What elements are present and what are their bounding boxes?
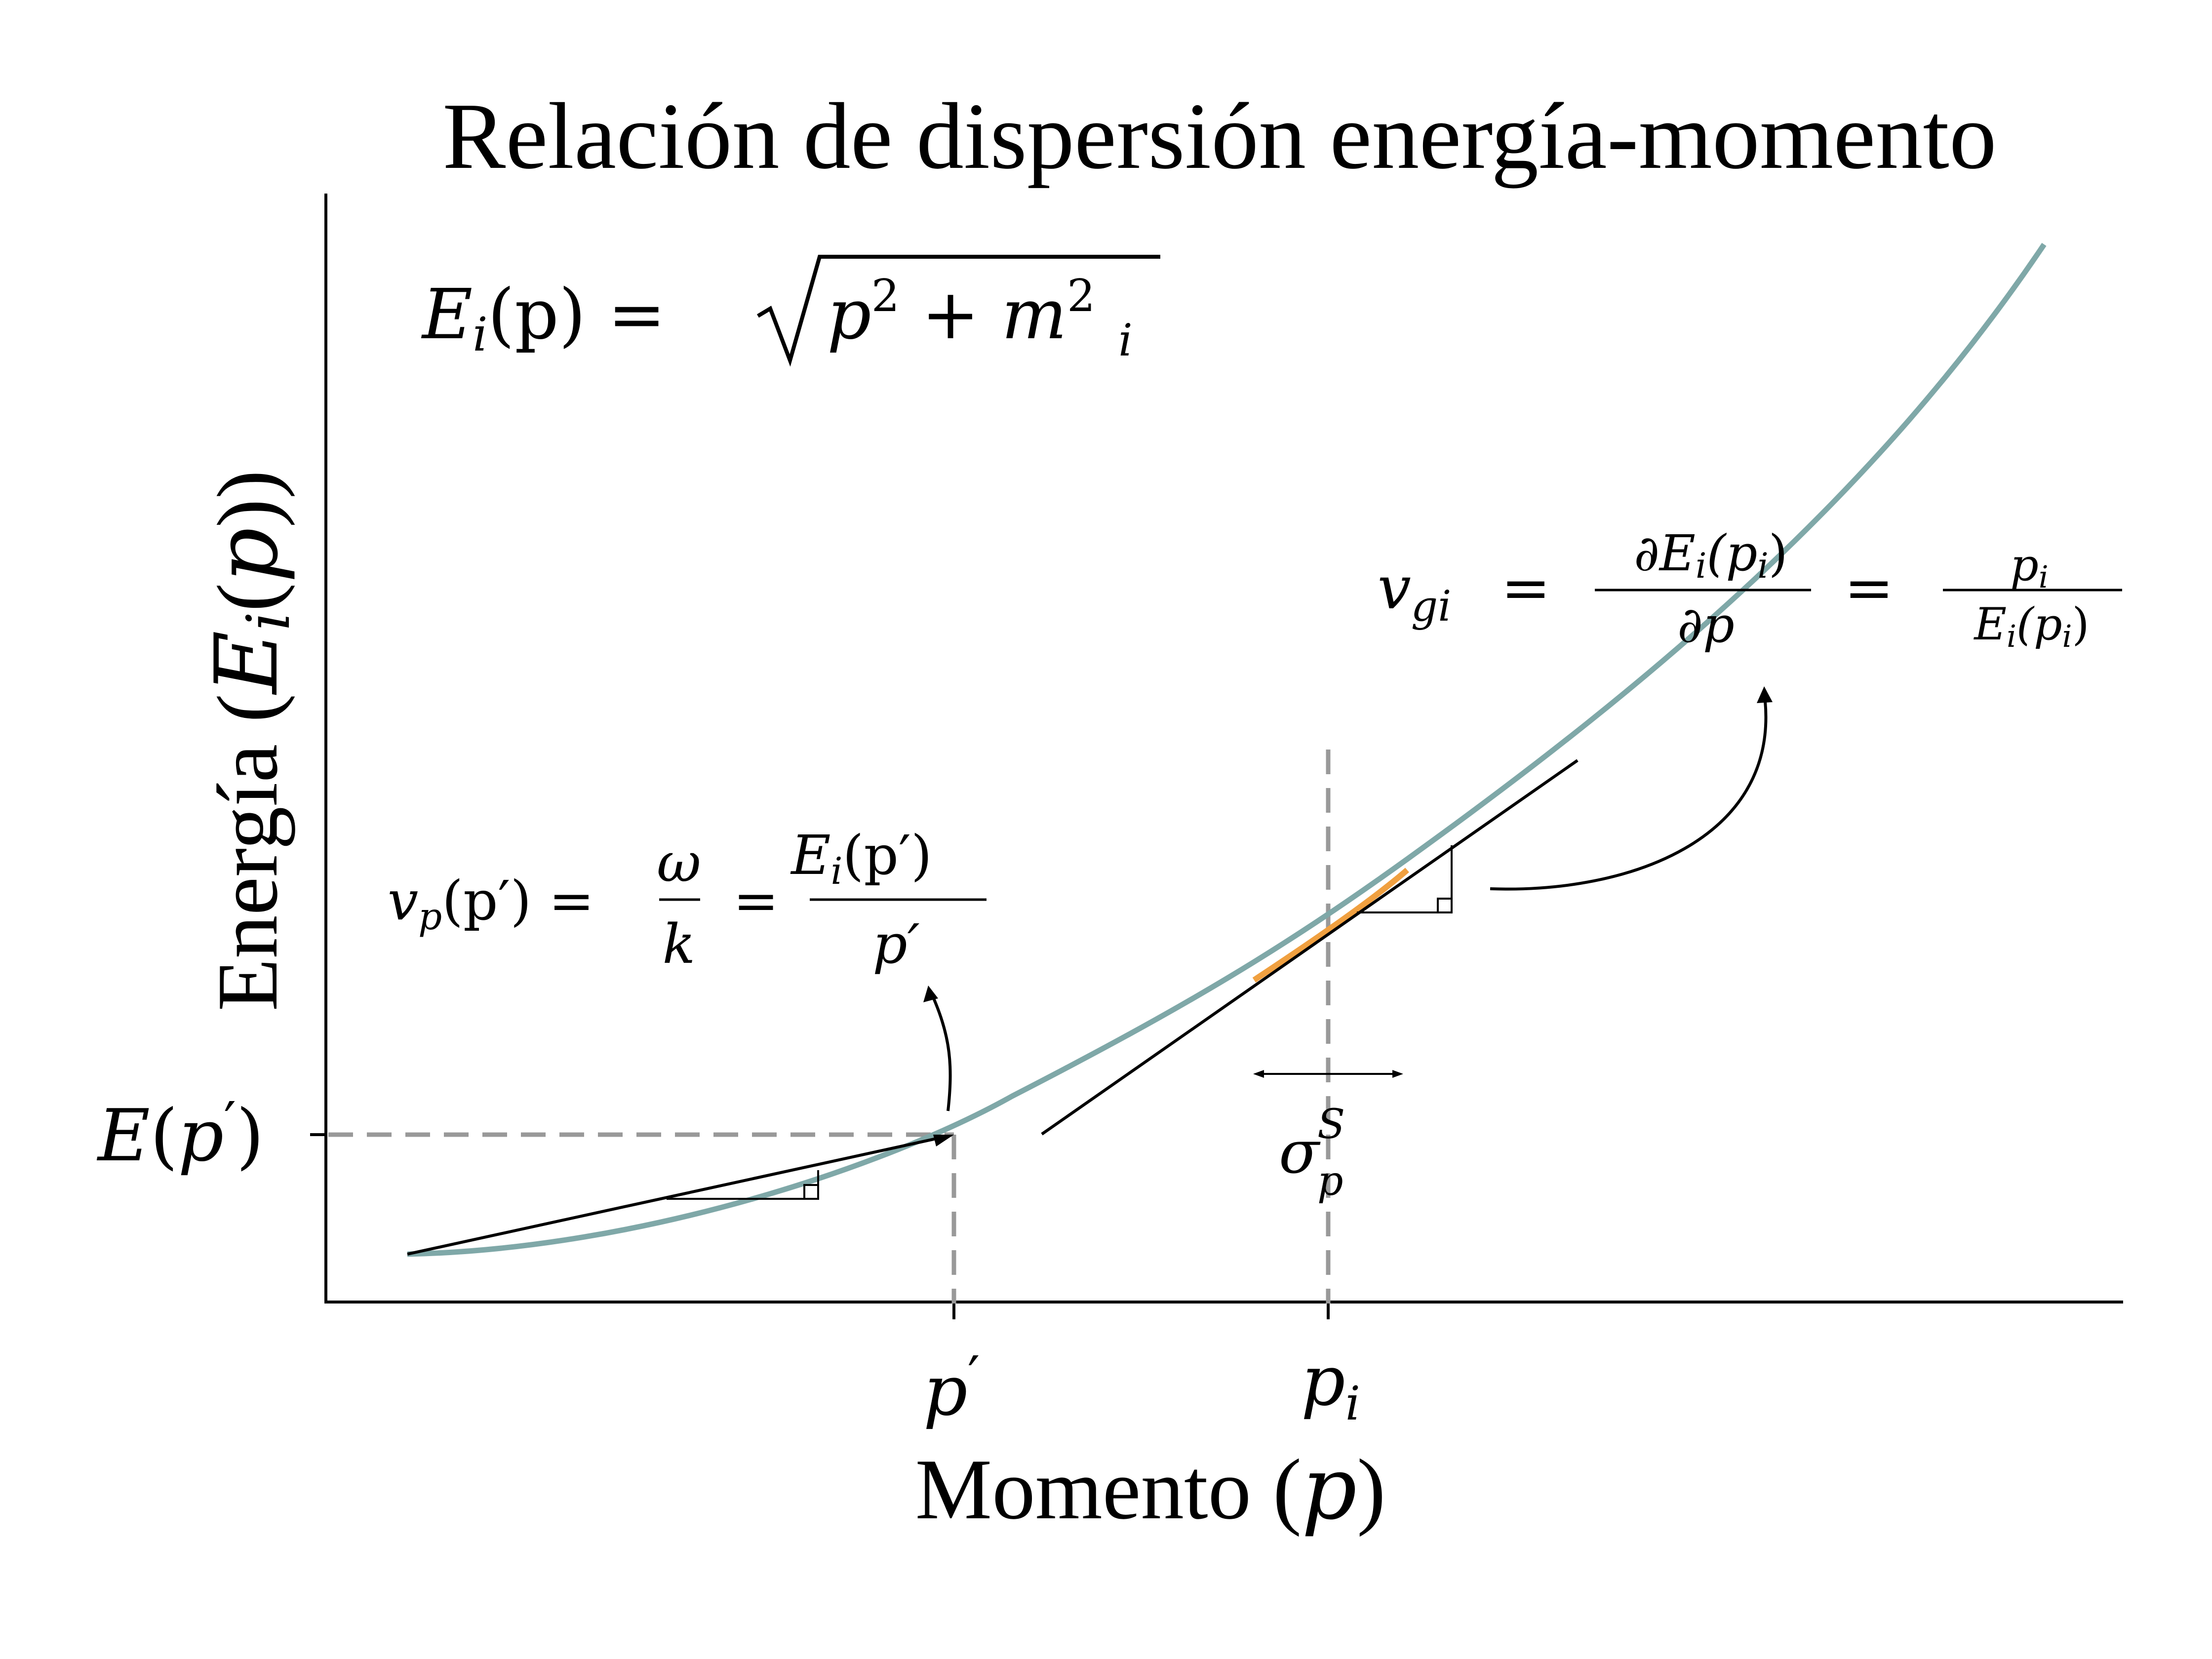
arrow-to-group-velocity-head [1757, 686, 1773, 703]
spread-arrow-right-head [1392, 1070, 1403, 1078]
right-angle-marker-group [1437, 898, 1453, 913]
right-angle-marker-phase [803, 1184, 819, 1200]
xtick-label-pi: pi [1301, 1341, 1360, 1431]
svg-text:E(p′): E(p′) [96, 1090, 264, 1178]
arrow-to-group-velocity [1490, 701, 1768, 891]
svg-text:S: S [1317, 1101, 1345, 1148]
spread-label: σ S p [1279, 1101, 1345, 1205]
ytick-label-Epprime: E(p′) [96, 1090, 264, 1178]
svg-text:pi: pi [2010, 539, 2048, 595]
y-axis-label: Energía (Ei(p)) [197, 470, 303, 1011]
arrow-to-phase-velocity [932, 996, 952, 1111]
svg-text:=: = [733, 869, 779, 932]
svg-text:i: i [1118, 315, 1133, 366]
svg-text:vp(p′) =: vp(p′) = [388, 869, 594, 938]
phase-velocity-formula: vp(p′) = ω k = Ei(p′) p′ [388, 824, 987, 976]
tangent-line-pi [1041, 759, 1579, 1136]
dispersion-curve [407, 242, 2047, 1257]
wave-packet-highlight [1252, 868, 1409, 983]
svg-text:=: = [1844, 554, 1894, 623]
secant-arrowhead [933, 1135, 954, 1146]
xtick-label-pprime: p′ [923, 1344, 980, 1431]
svg-text:Ei(p′): Ei(p′) [790, 824, 932, 893]
svg-text:vgi=: vgi = [1378, 554, 1551, 631]
svg-text:Ei(p) =: Ei(p) = [421, 275, 666, 362]
spread-arrow-left-head [1253, 1070, 1264, 1078]
group-velocity-formula: vgi = ∂Ei(pi) ∂p = pi Ei(pi) [1378, 524, 2122, 654]
svg-text:∂Ei(pi): ∂Ei(pi) [1634, 524, 1788, 586]
chart-title: Relación de dispersión energía-momento [442, 83, 1997, 189]
svg-text:∂p: ∂p [1677, 596, 1735, 654]
svg-text:σ: σ [1279, 1118, 1321, 1187]
x-axis-label: Momento (p) [915, 1439, 1386, 1539]
svg-text:p′: p′ [923, 1344, 980, 1431]
svg-text:k: k [663, 912, 696, 976]
radical-sign [756, 255, 1160, 367]
arrow-to-phase-velocity-head [923, 986, 938, 1002]
svg-text:Ei(pi): Ei(pi) [1973, 598, 2089, 654]
svg-text:p: p [1317, 1158, 1343, 1205]
dispersion-formula: Ei(p) = p2 + m2 i [421, 255, 1160, 367]
svg-text:p2 + m2: p2 + m2 [827, 270, 1095, 355]
secant-line-pprime [407, 1135, 946, 1256]
svg-text:pi: pi [1301, 1341, 1360, 1431]
svg-text:p′: p′ [872, 912, 919, 976]
svg-text:ω: ω [657, 831, 701, 894]
